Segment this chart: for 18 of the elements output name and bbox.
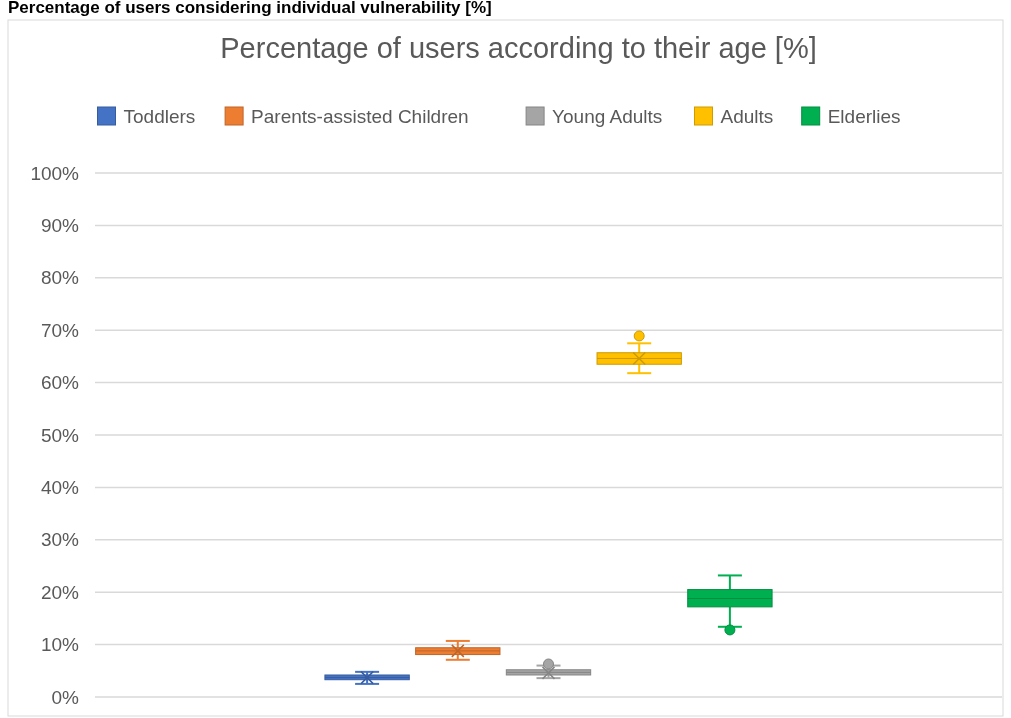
y-tick-label: 50% [40, 424, 80, 446]
y-tick-label: 70% [40, 319, 80, 341]
y-tick-label: 100% [30, 162, 80, 184]
y-tick-label: 80% [40, 267, 80, 289]
text: Percentage of users considering individual vulnerability [%] [8, 0, 492, 17]
legend-label: Toddlers [123, 105, 196, 127]
legend-label: Elderlies [827, 105, 901, 127]
legend-label: Young Adults [552, 105, 663, 127]
chart-title: Percentage of users according to their age [%] [220, 32, 817, 64]
y-tick-label: 10% [40, 634, 80, 656]
y-tick-label: 60% [40, 372, 80, 394]
y-tick-label: 90% [40, 215, 80, 237]
y-tick-label: 0% [51, 686, 80, 708]
legend-label: Parents-assisted Children [251, 105, 469, 127]
y-tick-label: 20% [40, 581, 80, 603]
y-tick-label: 30% [40, 529, 80, 551]
y-tick-label: 40% [40, 477, 80, 499]
legend-label: Adults [720, 105, 774, 127]
